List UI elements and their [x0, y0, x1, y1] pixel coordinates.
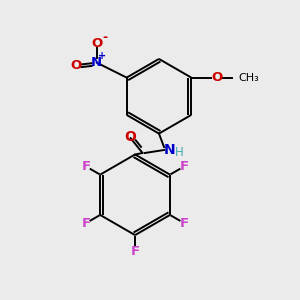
Text: O: O: [91, 37, 102, 50]
Text: N: N: [164, 143, 175, 157]
Text: O: O: [211, 71, 222, 84]
Text: F: F: [130, 245, 140, 258]
Text: CH₃: CH₃: [238, 73, 259, 82]
Text: F: F: [81, 160, 91, 173]
Text: F: F: [180, 160, 189, 173]
Text: -: -: [103, 32, 108, 44]
Text: F: F: [81, 217, 91, 230]
Text: +: +: [98, 51, 106, 61]
Text: O: O: [124, 130, 136, 145]
Text: N: N: [91, 56, 102, 69]
Text: F: F: [180, 217, 189, 230]
Text: H: H: [175, 146, 183, 160]
Text: O: O: [70, 58, 82, 71]
